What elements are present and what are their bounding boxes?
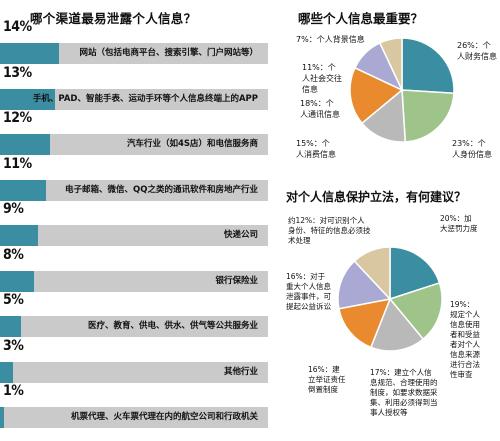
bar-track: 手机、PAD、智能手表、运动手环等个人信息终端上的APP bbox=[0, 88, 268, 110]
bar-track: 汽车行业（如4S店）和电信服务商 bbox=[0, 134, 268, 155]
bar-row: 1% 机票代理、火车票代理在内的航空公司和行政机关 bbox=[0, 383, 278, 435]
bar-track: 银行保险业 bbox=[0, 270, 268, 292]
pie-slice-label: 20%：加大惩罚力度 bbox=[440, 213, 478, 233]
bar-category-label: 手机、PAD、智能手表、运动手环等个人信息终端上的APP bbox=[32, 93, 258, 104]
pie-slice-label: 19%：规定个人信息使用者和受益者对个人信息来源进行合法性审查 bbox=[450, 300, 480, 379]
bar-row: 12% 汽车行业（如4S店）和电信服务商 bbox=[0, 110, 278, 162]
pie-slice bbox=[338, 298, 392, 349]
pie-slice-label: 7%：个人背景信息 bbox=[296, 34, 365, 44]
bar bbox=[0, 407, 5, 428]
bar-chart-title: 哪个渠道最易泄露个人信息？ bbox=[30, 11, 197, 26]
bar-row: 5% 医疗、教育、供电、供水、供气等公共服务业 bbox=[0, 292, 278, 344]
pie-slice bbox=[388, 281, 443, 341]
pie-slice-label: 17%：建立个人信息规范、合理使用的制度，如要求数据采集、利用必须得到当事人授权… bbox=[370, 367, 438, 417]
pie1-title: 哪些个人信息最重要？ bbox=[298, 11, 424, 26]
bar-category-label: 汽车行业（如4S店）和电信服务商 bbox=[126, 139, 258, 149]
pie-slice-label: 18%：个人通讯信息 bbox=[300, 99, 340, 119]
bar-category-label: 电子邮箱、微信、QQ之类的通讯软件和房地产行业 bbox=[65, 184, 258, 195]
bar bbox=[0, 316, 21, 337]
bar-track: 其他行业 bbox=[0, 361, 268, 383]
bar-category-label: 其他行业 bbox=[223, 366, 258, 377]
pie-slice-label: 16%：建立举证责任倒置制度 bbox=[308, 364, 346, 394]
pie-slice-label: 26%：个人财务信息 bbox=[457, 41, 497, 61]
pie-slice bbox=[369, 297, 425, 352]
bar bbox=[0, 179, 47, 201]
bar-category-label: 医疗、教育、供电、供水、供气等公共服务业 bbox=[87, 321, 258, 331]
bar-row: 13% 手机、PAD、智能手表、运动手环等个人信息终端上的APP bbox=[0, 65, 278, 117]
bar bbox=[0, 88, 55, 110]
bar-row: 11% 电子邮箱、微信、QQ之类的通讯软件和房地产行业 bbox=[0, 156, 278, 208]
bar bbox=[0, 270, 34, 292]
bar-row: 14% 网站（包括电商平台、搜索引擎、门户网站等） bbox=[0, 19, 278, 71]
bar-value-label: 3% bbox=[3, 337, 24, 354]
pie-slice bbox=[401, 89, 455, 143]
pie-slice bbox=[353, 246, 391, 301]
pie-slice-label: 23%：个人身份信息 bbox=[452, 139, 492, 159]
bar-value-label: 11% bbox=[3, 155, 32, 172]
pie-charts-panel: 哪些个人信息最重要？ 26%：个人财务信息 23%：个人身份信息 15%：个人消费信… bbox=[280, 0, 500, 441]
bar-track: 网站（包括电商平台、搜索引擎、门户网站等） bbox=[0, 43, 268, 64]
bar-track: 机票代理、火车票代理在内的航空公司和行政机关 bbox=[0, 407, 268, 428]
bar-track: 电子邮箱、微信、QQ之类的通讯软件和房地产行业 bbox=[0, 179, 268, 201]
bar-row: 8% 银行保险业 bbox=[0, 247, 278, 299]
pie-slice bbox=[360, 88, 407, 143]
bar-value-label: 5% bbox=[3, 292, 24, 308]
pie-slice-label: 15%：个人消费信息 bbox=[296, 139, 336, 159]
pie2-chart: 20%：加大惩罚力度 19%：规定个人信息使用者和受益者对个人信息来源进行合法性审… bbox=[286, 213, 480, 417]
bar-row: 3% 其他行业 bbox=[0, 338, 278, 390]
bar bbox=[0, 134, 51, 155]
bar bbox=[0, 361, 13, 383]
bar-value-label: 8% bbox=[3, 246, 24, 263]
bar-row: 9% 快递公司 bbox=[0, 201, 278, 253]
pie1-chart: 26%：个人财务信息 23%：个人身份信息 15%：个人消费信息 18%：个人通讯信息… bbox=[296, 34, 497, 159]
bar-track: 医疗、教育、供电、供水、供气等公共服务业 bbox=[0, 316, 268, 337]
bar-value-label: 9% bbox=[3, 201, 24, 217]
bar-value-label: 12% bbox=[3, 110, 32, 126]
pie-slice bbox=[389, 246, 441, 301]
bar-category-label: 机票代理、火车票代理在内的航空公司和行政机关 bbox=[70, 412, 258, 422]
bar bbox=[0, 225, 38, 246]
pie-slice bbox=[349, 66, 404, 125]
bar bbox=[0, 43, 59, 64]
bar-chart-panel: 哪个渠道最易泄露个人信息？ 14% 网站（包括电商平台、搜索引擎、门户网站等） 13… bbox=[0, 11, 278, 435]
pie-slice bbox=[401, 37, 455, 95]
bar-value-label: 13% bbox=[3, 64, 32, 81]
bar-value-label: 14% bbox=[3, 19, 32, 35]
bar-category-label: 网站（包括电商平台、搜索引擎、门户网站等） bbox=[79, 48, 258, 58]
bar-category-label: 银行保险业 bbox=[215, 275, 258, 286]
pie2-title: 对个人信息保护立法，有何建议？ bbox=[286, 190, 467, 204]
pie-slice bbox=[337, 260, 392, 310]
pie-slice-label: 11%：个人社会交往信息 bbox=[302, 63, 342, 94]
bar-category-label: 快递公司 bbox=[223, 230, 258, 240]
bar-track: 快递公司 bbox=[0, 225, 268, 246]
pie-slice-label: 16%：对于重大个人信息泄露事件，可提起公益诉讼 bbox=[286, 271, 331, 311]
pie-slice-label: 约12%：对可识别个人身份、特征的信息必须技术处理 bbox=[288, 215, 371, 245]
bar-value-label: 1% bbox=[3, 383, 24, 399]
pie-slice bbox=[378, 37, 403, 91]
